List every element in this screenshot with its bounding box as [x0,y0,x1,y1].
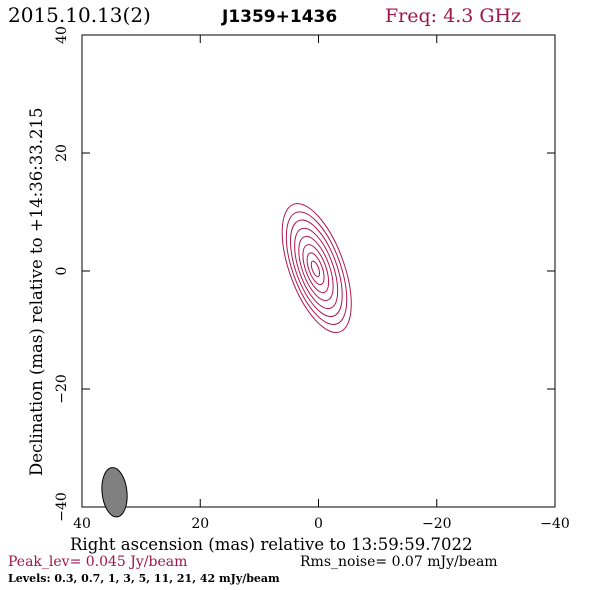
y-axis-label: Declination (mas) relative to +14:36:33.… [27,107,46,476]
y-tick-label: 20 [54,144,70,162]
contour-level-1 [290,219,343,318]
contour-levels: Levels: 0.3, 0.7, 1, 3, 5, 11, 21, 42 mJ… [8,572,280,585]
x-tick-label: 0 [314,516,323,532]
contour-level-42 [310,260,321,278]
contour-level-0.3 [281,203,352,333]
beam-group [101,467,128,518]
contour-level-11 [302,244,330,294]
contour-level-21 [306,252,325,286]
tick-labels: 40 20 0 −20 −40 −40 −20 0 20 40 [54,26,570,532]
beam-ellipse [101,467,128,518]
source-name: J1359+1436 [221,7,337,27]
x-tick-label: −20 [422,516,452,532]
axis-ticks [81,34,556,508]
x-tick-label: −40 [540,516,570,532]
contour-level-0.7 [285,211,348,325]
x-axis-label: Right ascension (mas) relative to 13:59:… [70,535,472,554]
y-tick-label: 0 [54,267,70,276]
x-tick-label: 20 [191,516,209,532]
x-tick-label: 40 [73,516,91,532]
contour-lines [281,203,352,333]
contour-level-5 [298,235,334,302]
observation-date: 2015.10.13(2) [8,3,151,27]
contour-level-3 [294,227,339,310]
frequency-label: Freq: 4.3 GHz [385,5,521,27]
rms-noise: Rms_noise= 0.07 mJy/beam [300,554,498,570]
y-tick-label: 40 [54,26,70,44]
plot-frame [81,34,556,508]
peak-level: Peak_lev= 0.045 Jy/beam [8,554,187,570]
y-tick-label: −40 [54,492,70,522]
y-tick-label: −20 [54,374,70,404]
